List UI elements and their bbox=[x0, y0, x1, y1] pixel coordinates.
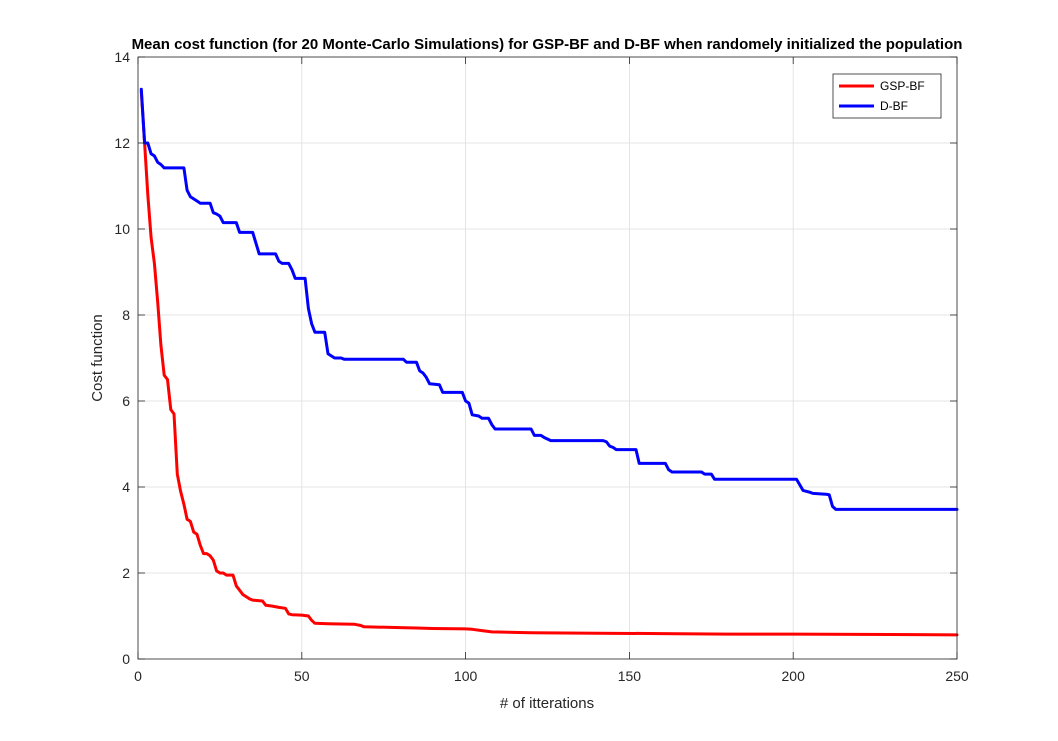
y-tick-label: 14 bbox=[114, 49, 130, 65]
axis-ticks: 0 50 100 150 200 250 0 2 4 6 8 10 12 14 bbox=[114, 49, 968, 684]
legend-box bbox=[832, 73, 942, 119]
x-tick-label: 150 bbox=[618, 668, 642, 684]
x-tick-label: 250 bbox=[945, 668, 969, 684]
y-tick-label: 8 bbox=[122, 307, 130, 323]
y-axis-title: Cost function bbox=[89, 314, 106, 402]
legend: GSP-BF D-BF bbox=[832, 73, 942, 119]
legend-label-d-bf: D-BF bbox=[880, 99, 908, 113]
x-axis-title: # of itterations bbox=[500, 695, 594, 712]
x-tick-label: 0 bbox=[134, 668, 142, 684]
x-tick-label: 200 bbox=[782, 668, 806, 684]
chart-title: Mean cost function (for 20 Monte-Carlo S… bbox=[132, 36, 963, 53]
y-tick-label: 12 bbox=[114, 135, 130, 151]
plot-area bbox=[138, 57, 957, 659]
series-line-gsp-bf bbox=[139, 89, 959, 637]
y-tick-label: 10 bbox=[114, 221, 130, 237]
series-line-d-bf bbox=[139, 87, 959, 511]
y-tick-label: 4 bbox=[122, 479, 130, 495]
series-lines bbox=[139, 87, 959, 637]
plot-frame bbox=[137, 56, 958, 660]
legend-label-gsp-bf: GSP-BF bbox=[880, 79, 925, 93]
y-tick-label: 6 bbox=[122, 393, 130, 409]
y-tick-label: 0 bbox=[122, 651, 130, 667]
y-tick-label: 2 bbox=[122, 565, 130, 581]
x-tick-label: 100 bbox=[454, 668, 478, 684]
x-tick-label: 50 bbox=[294, 668, 310, 684]
